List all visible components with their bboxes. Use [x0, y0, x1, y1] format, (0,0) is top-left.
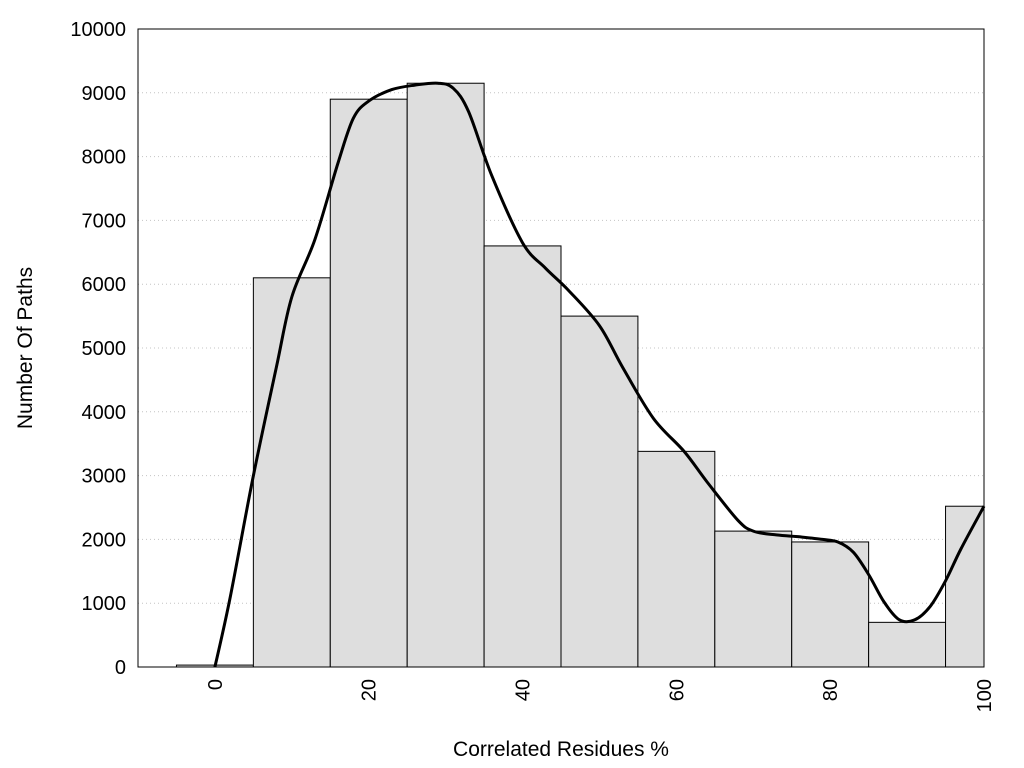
bar-30 [406, 82, 485, 668]
bar-70 [714, 530, 793, 668]
bar-50 [560, 315, 639, 668]
y-tick-label-4000: 4000 [82, 402, 127, 424]
x-tick-label-0: 0 [205, 679, 227, 690]
bar-series [175, 82, 985, 668]
x-tick-label-20: 20 [359, 679, 381, 701]
x-tick-label-100: 100 [974, 679, 996, 712]
bar-40 [483, 245, 562, 668]
x-tick-label-60: 60 [666, 679, 688, 701]
bar-90 [868, 621, 947, 668]
y-axis-ticks: 0 1000 2000 3000 4000 5000 6000 7000 8000 9000 100… [70, 19, 126, 679]
y-tick-label-3000: 3000 [82, 466, 127, 488]
bar-100 [945, 505, 985, 668]
y-tick-label-1000: 1000 [82, 593, 127, 615]
plot-frame [137, 28, 985, 668]
bar-80 [791, 541, 870, 668]
bar-60 [637, 450, 716, 668]
curve-line [213, 81, 986, 668]
bar-20 [329, 98, 408, 668]
x-axis-ticks: 0 20 40 60 80 100 [205, 679, 996, 712]
y-tick-label-8000: 8000 [82, 147, 127, 169]
y-tick-label-10000: 10000 [70, 19, 126, 41]
y-tick-label-9000: 9000 [82, 83, 127, 105]
bar-10 [252, 277, 331, 668]
y-tick-label-6000: 6000 [82, 274, 127, 296]
y-axis-title: Number Of Paths [14, 267, 37, 429]
y-tick-label-7000: 7000 [82, 210, 127, 232]
x-axis-title: Correlated Residues % [453, 738, 669, 761]
trend-curve [213, 81, 986, 668]
y-tick-label-0: 0 [115, 657, 126, 679]
x-tick-label-80: 80 [820, 679, 842, 701]
x-tick-label-40: 40 [513, 679, 535, 701]
y-tick-label-5000: 5000 [82, 338, 127, 360]
y-tick-label-2000: 2000 [82, 529, 127, 551]
